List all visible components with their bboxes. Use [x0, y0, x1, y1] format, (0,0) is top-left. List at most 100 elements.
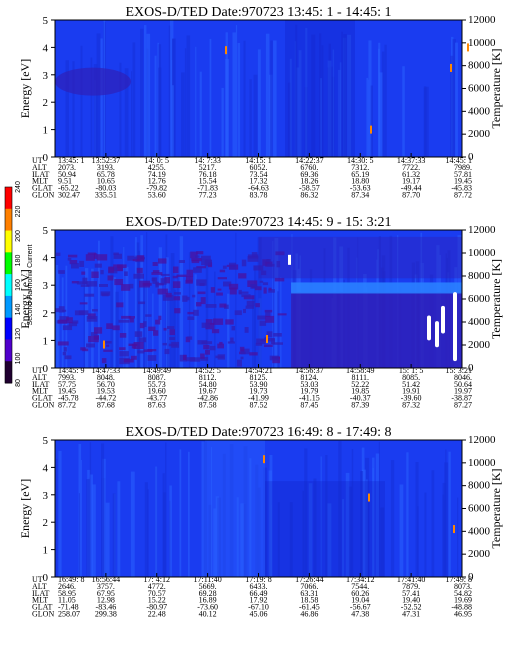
intensity-patch [132, 259, 140, 262]
table-cell: 302.47 [58, 191, 80, 200]
hotspot-mark [263, 455, 265, 464]
table-row-header: MLT [32, 596, 48, 605]
table-cell: 12.98 [97, 596, 115, 605]
intensity-patch [59, 316, 69, 321]
table-cell: 7989. [454, 163, 472, 172]
intensity-patch [196, 251, 204, 255]
table-cell: -49.44 [401, 184, 422, 193]
table-cell: 17.32 [250, 177, 268, 186]
intensity-streak [372, 467, 374, 577]
intensity-streak [257, 487, 261, 577]
colorbar-segment [5, 274, 12, 297]
table-cell: 4772. [148, 582, 166, 591]
intensity-patch [264, 344, 273, 347]
intensity-patch [62, 351, 67, 356]
intensity-patch [81, 271, 86, 275]
intensity-streak [235, 232, 237, 368]
table-cell: 2646. [58, 582, 76, 591]
table-row-header: ILAT [32, 589, 49, 598]
intensity-streak [235, 25, 238, 157]
table-cell: 7993. [58, 373, 76, 382]
table-cell: 11.05 [58, 596, 76, 605]
intensity-patch [88, 336, 99, 343]
intensity-patch [58, 319, 68, 324]
intensity-streak [295, 24, 298, 157]
table-cell: 69.36 [300, 170, 318, 179]
table-cell: 53.90 [250, 380, 268, 389]
intensity-patch [267, 263, 275, 267]
table-cell: 14:45: 9 [58, 366, 84, 375]
y-tick-label: 2 [43, 97, 49, 109]
intensity-streak [83, 276, 85, 368]
table-cell: 73.54 [250, 170, 268, 179]
table-cell: -43.77 [146, 394, 167, 403]
intensity-streak [199, 71, 202, 157]
intensity-streak [90, 57, 93, 157]
intensity-streak [268, 470, 272, 577]
intensity-streak [138, 250, 140, 368]
intensity-patch [240, 356, 244, 360]
intensity-patch [240, 348, 250, 355]
intensity-streak [337, 69, 341, 157]
intensity-patch [275, 251, 285, 256]
intensity-streak [368, 40, 372, 157]
table-cell: 87.58 [199, 401, 217, 410]
low-energy-band [291, 292, 462, 368]
intensity-streak [211, 447, 213, 577]
hotspot-mark [368, 493, 370, 502]
table-cell: 87.72 [454, 191, 472, 200]
intensity-patch [133, 342, 144, 349]
hotspot-mark [225, 46, 227, 55]
intensity-streak [240, 503, 244, 577]
intensity-streak [370, 85, 373, 157]
intensity-patch [191, 258, 202, 262]
table-cell: 87.52 [250, 401, 268, 410]
table-cell: 16:56:44 [92, 575, 120, 584]
intensity-streak [343, 34, 347, 157]
intensity-streak [402, 66, 405, 157]
intensity-patch [193, 267, 202, 273]
table-cell: 65.19 [351, 170, 369, 179]
intensity-patch [249, 352, 258, 356]
intensity-patch [101, 358, 107, 364]
table-cell: 14:15: 1 [245, 156, 271, 165]
table-cell: 51.42 [402, 380, 420, 389]
y-axis-label: Energy [eV] [18, 59, 32, 118]
intensity-streak [305, 27, 308, 158]
saturation-spike [441, 305, 445, 334]
intensity-patch [261, 270, 267, 276]
hotspot-mark [467, 43, 469, 52]
table-cell: -71.48 [58, 603, 79, 612]
table-cell: 14: 0: 5 [145, 156, 169, 165]
intensity-streak [320, 78, 322, 157]
colorbar-segment [5, 230, 12, 253]
intensity-patch [231, 326, 236, 331]
intensity-patch [119, 347, 126, 350]
table-cell: 19.17 [402, 177, 420, 186]
intensity-streak [255, 464, 259, 577]
intensity-patch [158, 315, 162, 320]
table-cell: 6433. [250, 582, 268, 591]
intensity-streak [78, 493, 80, 577]
intensity-patch [157, 288, 168, 295]
y2-axis-label: Temperature [K] [489, 468, 503, 548]
intensity-streak [186, 35, 191, 157]
table-cell: 14:56:37 [295, 366, 323, 375]
table-cell: 8085. [402, 373, 420, 382]
intensity-streak [188, 451, 190, 577]
table-cell: 87.39 [351, 401, 369, 410]
intensity-patch [201, 322, 210, 328]
y2-tick-label: 6000 [468, 293, 491, 305]
intensity-streak [170, 20, 174, 157]
intensity-streak [450, 55, 454, 157]
intensity-streak [273, 40, 277, 157]
intensity-streak [399, 484, 404, 577]
intensity-patch [268, 287, 272, 291]
intensity-streak [205, 259, 209, 368]
intensity-streak [140, 28, 144, 157]
intensity-streak [98, 240, 100, 368]
dark-band [265, 481, 385, 577]
intensity-streak [444, 500, 447, 577]
intensity-streak [321, 45, 324, 158]
table-cell: 19.67 [199, 387, 217, 396]
